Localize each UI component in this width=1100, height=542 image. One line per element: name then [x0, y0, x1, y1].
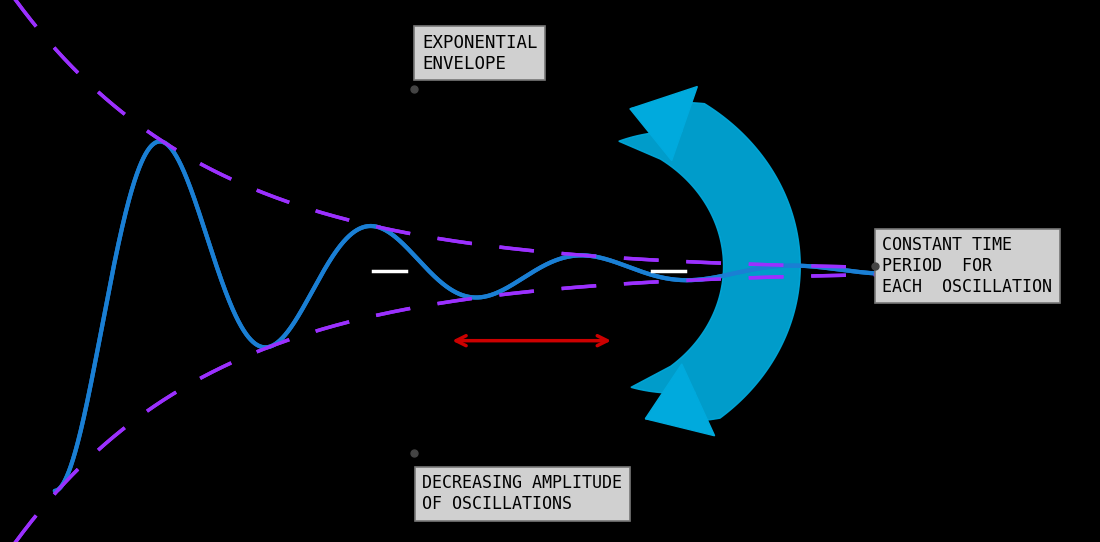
Text: CONSTANT TIME
PERIOD  FOR
EACH  OSCILLATION: CONSTANT TIME PERIOD FOR EACH OSCILLATIO… — [882, 236, 1053, 296]
Polygon shape — [619, 102, 801, 422]
Polygon shape — [630, 87, 697, 160]
Text: DECREASING AMPLITUDE
OF OSCILLATIONS: DECREASING AMPLITUDE OF OSCILLATIONS — [422, 474, 623, 513]
Text: EXPONENTIAL
ENVELOPE: EXPONENTIAL ENVELOPE — [422, 34, 538, 73]
Polygon shape — [646, 364, 715, 436]
